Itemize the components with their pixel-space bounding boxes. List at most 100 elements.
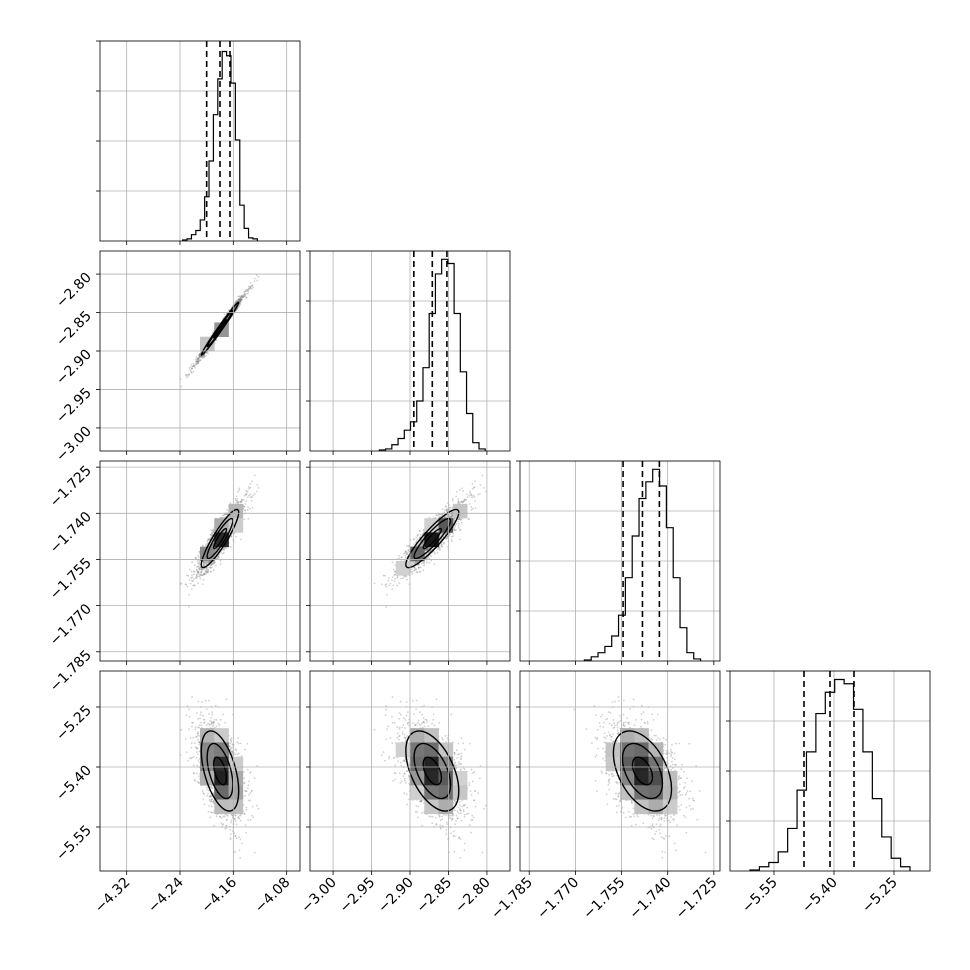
sample-point — [399, 577, 402, 580]
sample-point — [202, 355, 205, 358]
sample-point — [458, 522, 460, 525]
sample-point — [388, 577, 390, 579]
sample-point — [238, 295, 241, 298]
sample-point — [470, 494, 473, 497]
sample-point — [195, 574, 198, 576]
sample-point — [396, 584, 399, 587]
sample-point — [250, 287, 253, 290]
sample-point — [219, 516, 222, 519]
sample-point — [192, 370, 195, 373]
sample-point — [245, 289, 247, 291]
sample-point — [200, 571, 203, 573]
sample-point — [249, 482, 252, 485]
sample-point — [191, 574, 193, 576]
sample-point — [245, 500, 248, 503]
sample-point — [199, 356, 201, 358]
sample-point — [380, 583, 383, 586]
sample-point — [239, 299, 242, 302]
sample-point — [477, 493, 479, 496]
sample-point — [249, 486, 252, 489]
sample-point — [194, 362, 197, 365]
sample-point — [236, 307, 239, 310]
sample-point — [240, 300, 242, 303]
sample-point — [457, 525, 460, 527]
sample-point — [195, 568, 198, 571]
sample-point — [222, 514, 224, 517]
sample-point — [198, 356, 201, 359]
sample-point — [188, 374, 190, 376]
sample-point — [386, 593, 388, 596]
y-tick-label: −2.85 — [53, 308, 95, 350]
sample-point — [425, 561, 428, 564]
sample-point — [205, 571, 208, 574]
sample-point — [212, 569, 215, 572]
sample-point — [199, 356, 201, 358]
sample-point — [243, 293, 246, 296]
sample-point — [204, 355, 207, 358]
sample-point — [239, 300, 242, 302]
sample-point — [196, 560, 199, 562]
sample-point — [215, 339, 218, 341]
sample-point — [443, 511, 446, 513]
sample-point — [210, 529, 213, 532]
sample-point — [470, 509, 473, 511]
sample-point — [417, 533, 419, 536]
sample-point — [199, 573, 201, 575]
sample-point — [239, 298, 242, 301]
sample-point — [211, 332, 214, 335]
sample-point — [451, 499, 454, 502]
sample-point — [223, 313, 226, 316]
sample-point — [188, 606, 190, 608]
sample-point — [252, 494, 254, 497]
sample-point — [194, 366, 196, 369]
sample-point — [198, 568, 201, 571]
sample-point — [457, 501, 460, 503]
sample-point — [201, 568, 204, 571]
sample-point — [190, 371, 193, 373]
sample-point — [250, 500, 253, 502]
sample-point — [249, 287, 252, 290]
sample-point — [191, 561, 194, 564]
sample-point — [196, 358, 199, 361]
sample-point — [445, 509, 448, 512]
sample-point — [419, 534, 422, 536]
sample-point — [237, 490, 239, 493]
sample-point — [248, 494, 250, 497]
sample-point — [244, 290, 247, 293]
sample-point — [393, 580, 396, 583]
sample-point — [466, 493, 468, 496]
sample-point — [453, 529, 456, 531]
sample-point — [192, 578, 195, 580]
sample-point — [407, 544, 410, 547]
sample-point — [202, 578, 205, 581]
sample-point — [238, 299, 241, 301]
sample-point — [424, 549, 427, 551]
sample-point — [235, 300, 238, 302]
sample-point — [411, 570, 414, 573]
sample-point — [235, 535, 237, 538]
sample-point — [205, 561, 208, 564]
sample-point — [462, 489, 464, 492]
sample-point — [451, 498, 454, 500]
sample-point — [186, 585, 189, 588]
sample-point — [188, 593, 191, 596]
sample-point — [249, 493, 252, 496]
sample-point — [471, 496, 474, 499]
sample-point — [463, 498, 466, 501]
sample-point — [190, 363, 193, 366]
sample-point — [468, 494, 471, 497]
sample-point — [428, 516, 431, 519]
sample-point — [238, 487, 241, 490]
sample-point — [253, 474, 256, 477]
sample-point — [196, 358, 199, 361]
sample-point — [248, 488, 250, 490]
sample-point — [450, 506, 452, 509]
sample-point — [249, 285, 252, 288]
y-tick-label: −2.90 — [53, 347, 95, 389]
sample-point — [196, 571, 199, 574]
sample-point — [450, 538, 453, 541]
sample-point — [256, 279, 259, 282]
sample-point — [247, 496, 249, 499]
sample-point — [385, 606, 387, 608]
sample-point — [413, 570, 416, 572]
